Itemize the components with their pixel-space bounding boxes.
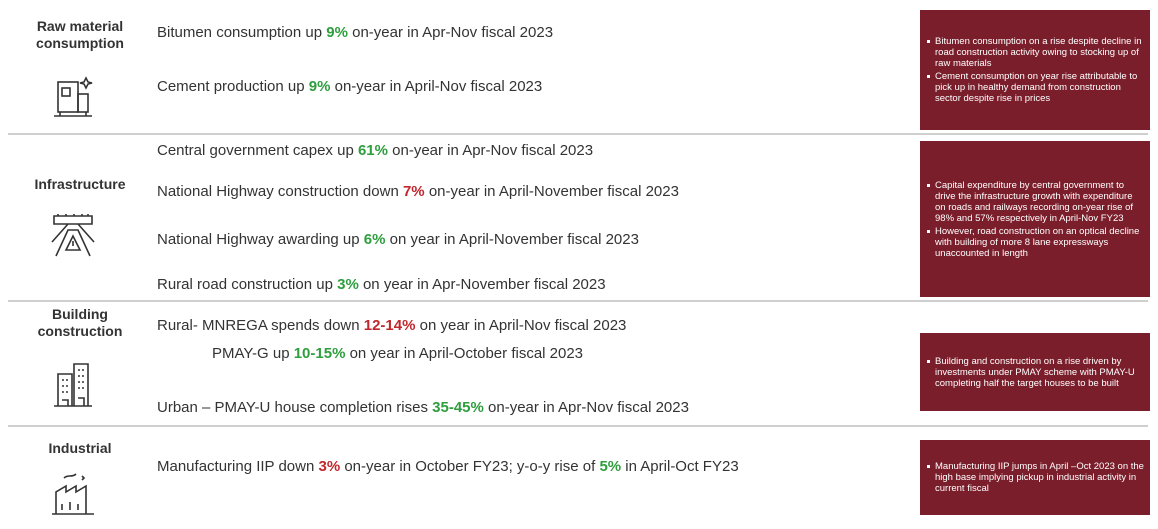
industrial-icon <box>52 473 94 515</box>
text: on year in April-Nov fiscal 2023 <box>415 317 627 334</box>
separator <box>8 300 1148 302</box>
text: National Highway construction down <box>157 183 403 200</box>
text: Bitumen consumption up <box>157 24 327 41</box>
note: Manufacturing IIP jumps in April –Oct 20… <box>926 461 1144 494</box>
highlight: 10-15% <box>293 345 346 362</box>
text: in April-Oct FY23 <box>621 458 739 475</box>
statement: Manufacturing IIP down 3% on-year in Oct… <box>157 458 739 475</box>
text: Rural road construction up <box>157 276 338 293</box>
note-box: Manufacturing IIP jumps in April –Oct 20… <box>920 440 1150 515</box>
text: on year in April-October fiscal 2023 <box>345 345 584 362</box>
text: Central government capex up <box>157 142 358 159</box>
statement: Rural- MNREGA spends down 12-14% on year… <box>157 317 626 334</box>
note-box: Bitumen consumption on a rise despite de… <box>920 10 1150 130</box>
building-icon <box>54 363 92 407</box>
text: Cement production up <box>157 78 309 95</box>
text: Urban – PMAY-U house completion rises <box>157 399 433 416</box>
text: on-year in Apr-Nov fiscal 2023 <box>347 24 554 41</box>
statement: Urban – PMAY-U house completion rises 35… <box>157 399 689 416</box>
section-label: Industrial <box>48 440 112 456</box>
highlight: 6% <box>363 231 386 248</box>
highlight: 61% <box>357 142 388 159</box>
section-label: Raw material consumption <box>36 18 124 51</box>
text: on year in April-November fiscal 2023 <box>385 231 639 248</box>
statement: National Highway construction down 7% on… <box>157 183 679 200</box>
statement: Bitumen consumption up 9% on-year in Apr… <box>157 24 553 41</box>
infrastructure-icon <box>51 214 95 257</box>
text: on-year in October FY23; y-o-y rise of <box>340 458 600 475</box>
text: Manufacturing IIP down <box>157 458 319 475</box>
statement: PMAY-G up 10-15% on year in April-Octobe… <box>212 345 583 362</box>
highlight: 7% <box>402 183 425 200</box>
statement: National Highway awarding up 6% on year … <box>157 231 639 248</box>
highlight: 9% <box>308 78 331 95</box>
highlight: 35-45% <box>432 399 484 416</box>
section-label: Building construction <box>37 306 123 339</box>
text: on-year in April-November fiscal 2023 <box>424 183 679 200</box>
note: Bitumen consumption on a rise despite de… <box>926 36 1144 69</box>
note-box: Capital expenditure by central governmen… <box>920 141 1150 297</box>
text: on-year in Apr-Nov fiscal 2023 <box>387 142 594 159</box>
section-label: Infrastructure <box>34 176 126 192</box>
note: Building and construction on a rise driv… <box>926 356 1144 389</box>
statement: Cement production up 9% on-year in April… <box>157 78 542 95</box>
note: However, road construction on an optical… <box>926 226 1144 259</box>
text: PMAY-G up <box>212 345 294 362</box>
note: Capital expenditure by central governmen… <box>926 180 1144 224</box>
highlight: 3% <box>318 458 341 475</box>
text: on-year in April-Nov fiscal 2023 <box>330 78 543 95</box>
text: on year in Apr-November fiscal 2023 <box>358 276 606 293</box>
separator <box>8 425 1148 427</box>
text: on-year in Apr-Nov fiscal 2023 <box>483 399 689 416</box>
note: Cement consumption on year rise attribut… <box>926 71 1144 104</box>
text: Rural- MNREGA spends down <box>157 317 364 334</box>
note-box: Building and construction on a rise driv… <box>920 333 1150 411</box>
statement: Central government capex up 61% on-year … <box>157 142 593 159</box>
highlight: 5% <box>599 458 622 475</box>
highlight: 3% <box>337 276 359 293</box>
statement: Rural road construction up 3% on year in… <box>157 276 606 293</box>
highlight: 9% <box>326 24 348 41</box>
highlight: 12-14% <box>363 317 416 334</box>
separator <box>8 133 1148 135</box>
text: National Highway awarding up <box>157 231 364 248</box>
raw-material-icon <box>54 76 93 117</box>
